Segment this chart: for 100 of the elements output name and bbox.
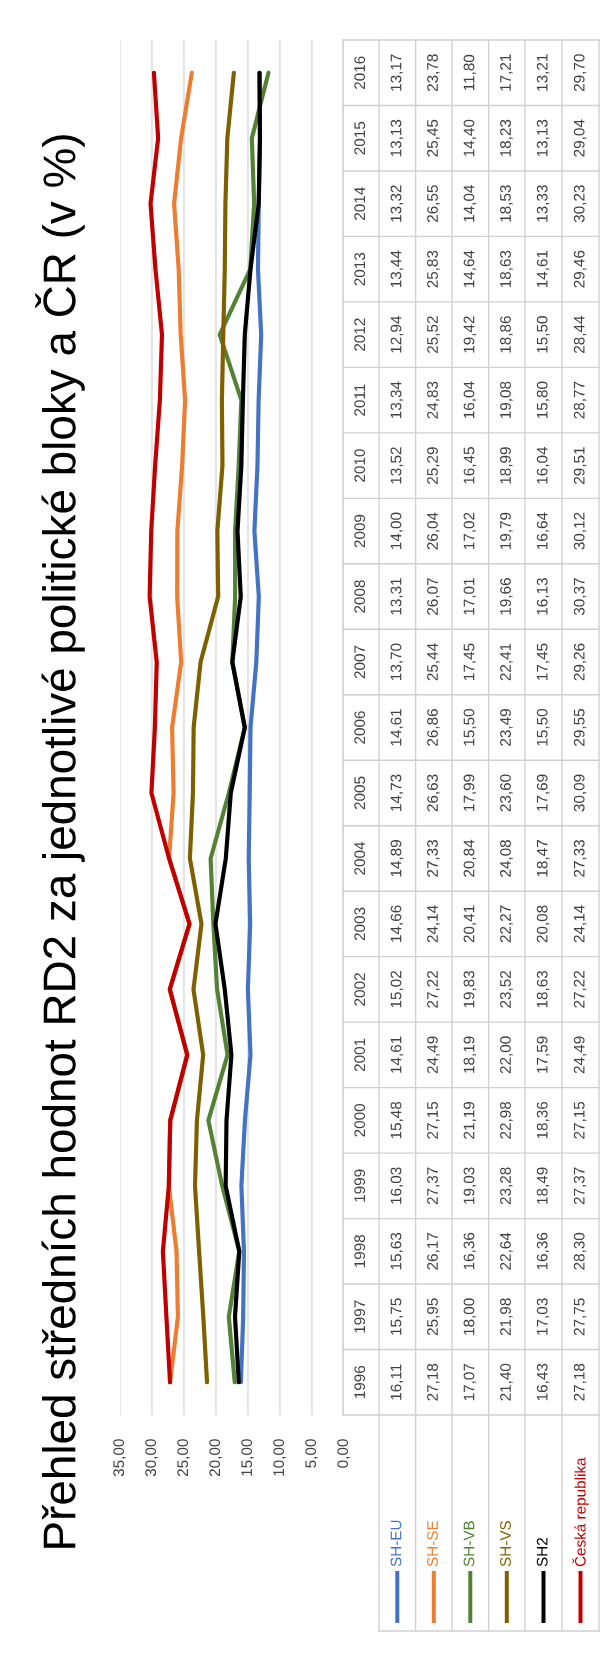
data-label: 18,53 <box>500 185 513 222</box>
data-label: 13,31 <box>390 578 404 615</box>
data-label: 16,11 <box>390 1364 404 1400</box>
x-tick-label: 5,00 <box>305 1439 318 1468</box>
data-label: 15,50 <box>536 316 550 353</box>
data-label: 23,78 <box>427 54 440 92</box>
data-label: 18,49 <box>536 1167 550 1204</box>
data-label: 13,44 <box>390 250 404 288</box>
data-label: 13,34 <box>390 381 404 419</box>
data-label: 16,45 <box>463 447 477 484</box>
text: SH-SE <box>427 1520 438 1567</box>
y-tick-label: 2002 <box>354 973 366 1006</box>
text: Přehled středních hodnot RD2 za jednotlivé politické bloky a ČR (v %) <box>35 135 85 1548</box>
data-label: 19,42 <box>463 316 477 353</box>
data-label: 30,23 <box>573 185 587 223</box>
data-label: 22,98 <box>500 1101 513 1139</box>
data-label: 27,37 <box>427 1167 440 1205</box>
data-label: 27,22 <box>427 971 440 1008</box>
x-tick-label: 30,00 <box>145 1439 158 1477</box>
data-label: 13,13 <box>536 119 550 157</box>
data-label: 17,01 <box>463 578 477 615</box>
data-label: 15,75 <box>390 1298 404 1335</box>
text: SH-VS <box>500 1521 511 1567</box>
data-label: 24,14 <box>573 905 587 943</box>
data-label: 13,52 <box>390 447 404 484</box>
y-tick-label: 2010 <box>354 449 366 482</box>
data-label: 22,64 <box>500 1232 513 1270</box>
data-label: 26,04 <box>427 512 440 550</box>
data-label: 18,63 <box>500 250 513 288</box>
y-tick-label: 2015 <box>354 121 366 155</box>
data-label: 17,45 <box>536 643 550 680</box>
data-label: 12,94 <box>390 315 404 353</box>
data-label: 17,07 <box>463 1363 477 1401</box>
y-tick-label: 1999 <box>354 1169 366 1202</box>
data-label: 19,03 <box>463 1167 477 1204</box>
data-label: 19,66 <box>500 578 513 615</box>
y-tick-label: 2001 <box>354 1038 366 1072</box>
data-label: 22,00 <box>500 1036 513 1074</box>
data-label: 20,41 <box>463 905 477 943</box>
data-label: 15,50 <box>536 708 550 746</box>
x-tick-label: 10,00 <box>273 1439 286 1476</box>
data-label: 19,79 <box>500 512 513 550</box>
data-label: 15,48 <box>390 1101 404 1139</box>
data-label: 17,69 <box>536 774 550 811</box>
data-label: 29,46 <box>573 250 587 288</box>
data-label: 18,47 <box>536 840 550 877</box>
data-label: 15,63 <box>390 1232 404 1270</box>
data-label: 20,84 <box>463 839 477 877</box>
data-label: 29,26 <box>573 643 587 681</box>
y-tick-label: 2009 <box>354 514 366 548</box>
data-label: 13,70 <box>390 643 404 680</box>
data-label: 27,18 <box>573 1363 587 1401</box>
text: SH2 <box>536 1538 548 1567</box>
data-label: 28,30 <box>573 1232 587 1270</box>
data-label: 25,29 <box>427 447 440 484</box>
x-tick-label: 35,00 <box>113 1439 126 1477</box>
data-label: 27,22 <box>573 971 587 1008</box>
y-tick-label: 2007 <box>354 645 366 679</box>
text: SH-VB <box>463 1521 475 1567</box>
text: Česká republika <box>572 1457 589 1567</box>
data-label: 24,49 <box>427 1036 440 1074</box>
data-label: 14,00 <box>390 512 404 550</box>
y-tick-label: 2016 <box>354 56 366 89</box>
data-label: 16,43 <box>536 1363 550 1401</box>
y-tick-label: 2012 <box>354 318 366 351</box>
data-label: 14,64 <box>463 250 477 288</box>
data-label: 25,83 <box>427 250 440 288</box>
y-tick-label: 2005 <box>354 776 366 810</box>
data-label: 24,83 <box>427 381 440 419</box>
x-tick-label: 0,00 <box>337 1439 350 1468</box>
data-label: 14,66 <box>390 905 404 942</box>
data-label: 16,36 <box>536 1232 550 1270</box>
y-tick-label: 1996 <box>354 1365 366 1399</box>
data-label: 14,61 <box>536 250 550 288</box>
data-label: 17,21 <box>500 54 513 91</box>
data-label: 21,19 <box>463 1101 477 1139</box>
data-label: 24,14 <box>427 905 440 943</box>
y-tick-label: 1998 <box>354 1234 366 1268</box>
y-tick-label: 1997 <box>354 1300 366 1333</box>
data-label: 25,52 <box>427 316 440 353</box>
data-label: 27,15 <box>427 1101 440 1139</box>
data-label: 16,04 <box>463 381 477 419</box>
data-label: 17,02 <box>463 512 477 550</box>
data-label: 13,21 <box>536 54 550 91</box>
data-label: 29,51 <box>573 447 587 484</box>
data-label: 13,17 <box>390 54 404 91</box>
data-label: 18,99 <box>500 447 513 484</box>
data-label: 16,36 <box>463 1232 477 1270</box>
data-label: 29,04 <box>573 119 587 157</box>
x-tick-label: 15,00 <box>241 1439 254 1476</box>
data-label: 14,61 <box>390 1036 404 1073</box>
data-label: 14,04 <box>463 185 477 222</box>
data-label: 25,95 <box>427 1298 440 1336</box>
y-tick-label: 2000 <box>354 1103 366 1137</box>
data-label: 23,60 <box>500 774 513 812</box>
data-label: 26,55 <box>427 185 440 223</box>
data-label: 17,03 <box>536 1298 550 1335</box>
data-label: 13,32 <box>390 185 404 222</box>
y-tick-label: 2014 <box>354 187 366 220</box>
data-label: 26,86 <box>427 709 440 746</box>
